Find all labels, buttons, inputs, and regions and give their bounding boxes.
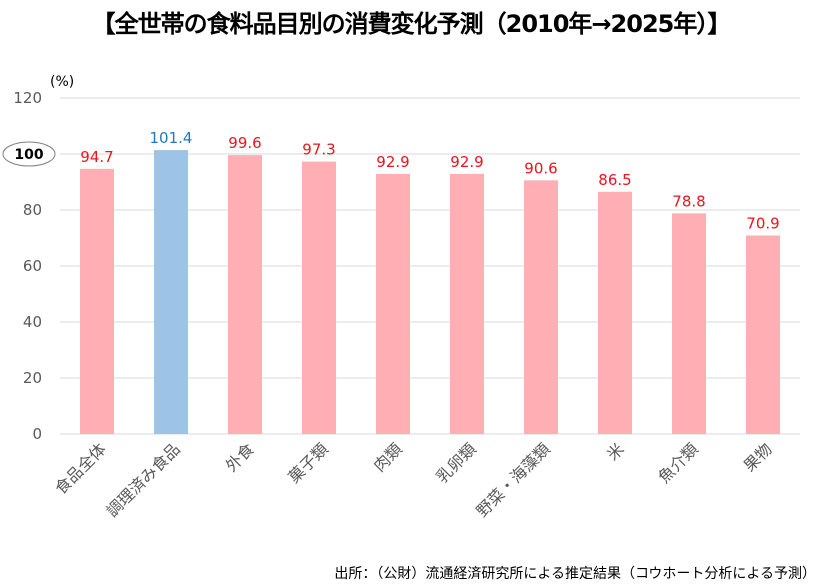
data-label-3: 97.3	[302, 141, 335, 159]
reference-100-marker: 100	[2, 141, 56, 167]
y-tick-label: 40	[23, 313, 42, 331]
data-label-4: 92.9	[376, 153, 409, 171]
bar-3	[302, 161, 336, 434]
chart-title: 【全世帯の食料品目別の消費変化予測（2010年→2025年）】	[91, 10, 732, 38]
x-tick-label-2: 外食	[222, 439, 258, 475]
x-tick-label-5: 乳卵類	[432, 439, 479, 486]
bar-4	[376, 173, 410, 434]
y-tick-label: 20	[23, 369, 42, 387]
y-tick-label: 60	[23, 257, 42, 275]
bar-6	[524, 180, 558, 434]
data-label-9: 70.9	[746, 214, 779, 232]
bar-7	[598, 191, 632, 434]
data-label-8: 78.8	[672, 192, 705, 210]
bar-0	[80, 168, 114, 434]
x-tick-label-0: 食品全体	[51, 439, 110, 498]
x-tick-label-6: 野菜・海藻類	[473, 439, 554, 520]
x-tick-label-1: 調理済み食品	[103, 439, 184, 520]
reference-label: 100	[14, 147, 43, 163]
data-label-2: 99.6	[228, 134, 261, 152]
data-label-5: 92.9	[450, 153, 483, 171]
bar-2	[228, 155, 262, 434]
x-tick-label-9: 果物	[740, 439, 776, 475]
bar-5	[450, 173, 484, 434]
data-label-6: 90.6	[524, 159, 557, 177]
y-tick-label: 80	[23, 201, 42, 219]
reference-ellipse	[2, 141, 56, 167]
y-tick-label: 0	[32, 425, 42, 443]
x-tick-label-7: 米	[603, 439, 628, 464]
y-axis-unit-label: (%)	[50, 74, 74, 90]
x-tick-label-3: 菓子類	[284, 439, 331, 486]
data-label-7: 86.5	[598, 171, 631, 189]
data-label-1: 101.4	[150, 129, 193, 147]
bar-9	[746, 235, 780, 434]
y-tick-label: 120	[13, 89, 42, 107]
data-label-0: 94.7	[80, 148, 113, 166]
source-note: 出所：（公財）流通経済研究所による推定結果（コウホート分析による予測）	[334, 566, 816, 582]
bar-1	[154, 150, 188, 434]
bar-8	[672, 213, 706, 434]
x-tick-label-4: 肉類	[370, 439, 406, 475]
x-tick-label-8: 魚介類	[654, 439, 701, 486]
